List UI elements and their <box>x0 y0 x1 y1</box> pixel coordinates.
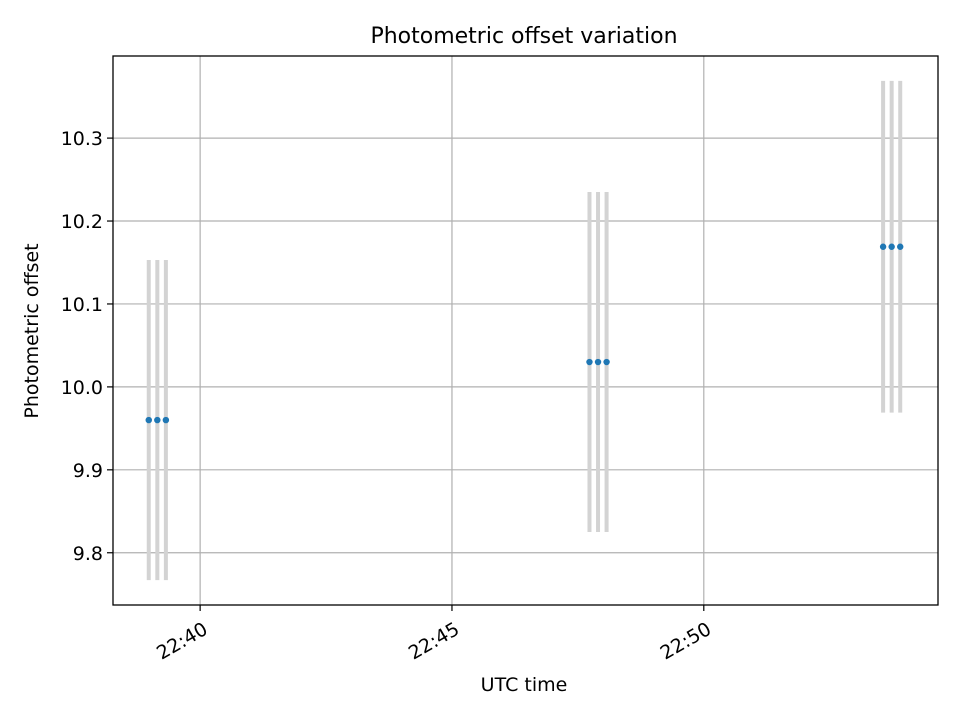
y-tick-label: 10.2 <box>61 211 103 233</box>
y-tick-label: 10.0 <box>61 377 103 399</box>
y-ticks: 9.8 9.9 10.0 10.1 10.2 10.3 <box>61 128 113 565</box>
data-point <box>162 416 170 424</box>
data-point <box>594 358 602 366</box>
chart-title: Photometric offset variation <box>370 24 677 49</box>
x-tick-label: 22:50 <box>657 618 715 664</box>
data-point <box>879 243 887 250</box>
data-point <box>897 243 904 250</box>
x-tick-label: 22:45 <box>405 618 463 664</box>
data-point <box>154 416 161 424</box>
grid <box>113 56 938 605</box>
y-tick-label: 9.9 <box>73 460 103 482</box>
y-tick-label: 10.1 <box>61 294 103 316</box>
error-bars <box>146 80 903 581</box>
plot-frame <box>112 55 939 606</box>
markers <box>145 243 904 424</box>
data-point <box>145 416 152 424</box>
x-ticks: 22:40 22:45 22:50 <box>153 605 715 664</box>
data-point <box>888 243 895 250</box>
data-point <box>586 358 593 366</box>
x-tick-label: 22:40 <box>153 618 211 664</box>
y-tick-label: 9.8 <box>73 543 103 565</box>
x-axis-label: UTC time <box>481 674 568 696</box>
y-tick-label: 10.3 <box>61 128 103 150</box>
data-point <box>603 358 610 366</box>
y-axis-label: Photometric offset <box>21 243 43 418</box>
